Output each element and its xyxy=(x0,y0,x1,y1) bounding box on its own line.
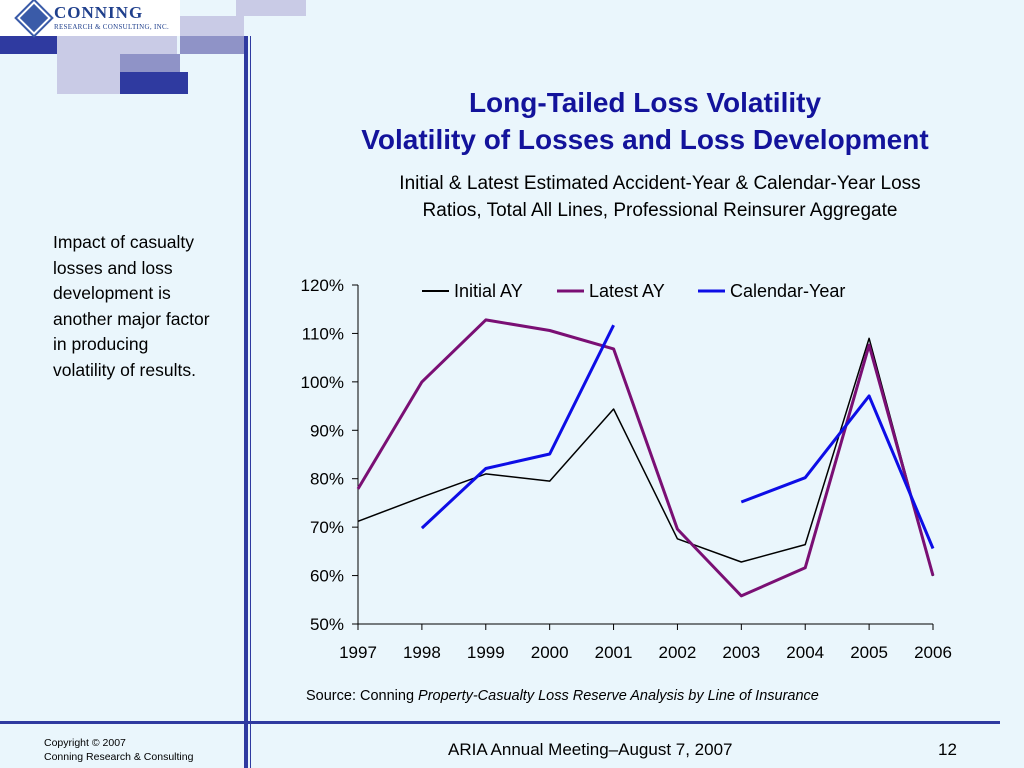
header-block xyxy=(57,36,177,54)
series-line-calendar-year xyxy=(420,324,615,530)
source-prefix: Source: Conning xyxy=(306,688,419,704)
title-line-1: Long-Tailed Loss Volatility xyxy=(468,87,822,118)
legend-label: Latest AY xyxy=(589,281,665,301)
x-tick-label: 2005 xyxy=(850,643,888,662)
y-tick-label: 110% xyxy=(302,324,344,343)
y-tick-label: 80% xyxy=(310,470,344,489)
chart-legend: Initial AY Latest AY Calendar-Year xyxy=(422,281,845,301)
x-tick-label: 2001 xyxy=(595,643,633,662)
company-text: Conning Research & Consulting xyxy=(44,751,194,763)
header-block xyxy=(57,72,120,94)
y-tick-label: 50% xyxy=(310,615,344,634)
y-tick-label: 90% xyxy=(310,421,344,440)
line-chart: 50% 60% 70% 80% 90% 100% 110% 120% 1997 1998 1999 2… xyxy=(301,276,952,662)
header-block xyxy=(120,54,180,72)
logo: CONNING RESEARCH & CONSULTING, INC. xyxy=(0,0,180,38)
x-tick-label: 2004 xyxy=(786,643,824,662)
y-tick-label: 100% xyxy=(301,373,344,392)
copyright-text: Copyright © 2007 xyxy=(44,737,126,749)
logo-name: CONNING xyxy=(54,3,144,22)
x-tick-label: 1998 xyxy=(403,643,441,662)
side-note: Impact of casualty losses and loss devel… xyxy=(53,232,210,380)
x-tick-label: 2003 xyxy=(722,643,760,662)
header-block xyxy=(57,54,120,72)
source-note: Source: Conning Property-Casualty Loss R… xyxy=(306,688,966,704)
header-block xyxy=(236,0,306,16)
y-tick-label: 60% xyxy=(310,567,344,586)
y-tick-label: 70% xyxy=(310,518,344,537)
title-line-2: Volatility of Losses and Loss Developmen… xyxy=(361,124,929,155)
page-number: 12 xyxy=(938,740,957,759)
legend-label: Initial AY xyxy=(454,281,523,301)
x-tick-label: 1997 xyxy=(339,643,377,662)
footer-divider xyxy=(0,721,1000,724)
logo-subtitle: RESEARCH & CONSULTING, INC. xyxy=(54,23,169,31)
y-tick-label: 120% xyxy=(301,276,344,295)
source-title: Property-Casualty Loss Reserve Analysis … xyxy=(418,688,819,704)
subtitle-line-2: Ratios, Total All Lines, Professional Re… xyxy=(422,200,898,221)
header-block xyxy=(180,36,244,54)
series-line-calendar-year xyxy=(740,394,935,550)
x-tick-label: 2006 xyxy=(914,643,952,662)
slide-title: Long-Tailed Loss Volatility Volatility o… xyxy=(290,84,1000,158)
legend-label: Calendar-Year xyxy=(730,281,845,301)
header-block xyxy=(120,72,188,94)
header-block xyxy=(180,16,244,36)
series-line-initial-ay xyxy=(357,337,934,577)
vertical-divider-thin xyxy=(250,36,251,768)
footer-copyright: Copyright © 2007 Conning Research & Cons… xyxy=(44,736,193,764)
chart-series xyxy=(356,318,935,598)
footer-meeting: ARIA Annual Meeting–August 7, 2007 xyxy=(448,740,733,759)
header-block xyxy=(0,36,57,54)
x-tick-label: 2000 xyxy=(531,643,569,662)
x-tick-label: 1999 xyxy=(467,643,505,662)
chart-axes: 50% 60% 70% 80% 90% 100% 110% 120% 1997 1998 1999 2… xyxy=(301,276,952,662)
vertical-divider xyxy=(244,36,248,768)
x-tick-label: 2002 xyxy=(659,643,697,662)
subtitle-line-1: Initial & Latest Estimated Accident-Year… xyxy=(399,173,921,194)
series-line-latest-ay xyxy=(356,318,935,598)
logo-diamond-icon xyxy=(14,0,54,38)
chart-subtitle: Initial & Latest Estimated Accident-Year… xyxy=(330,170,990,224)
